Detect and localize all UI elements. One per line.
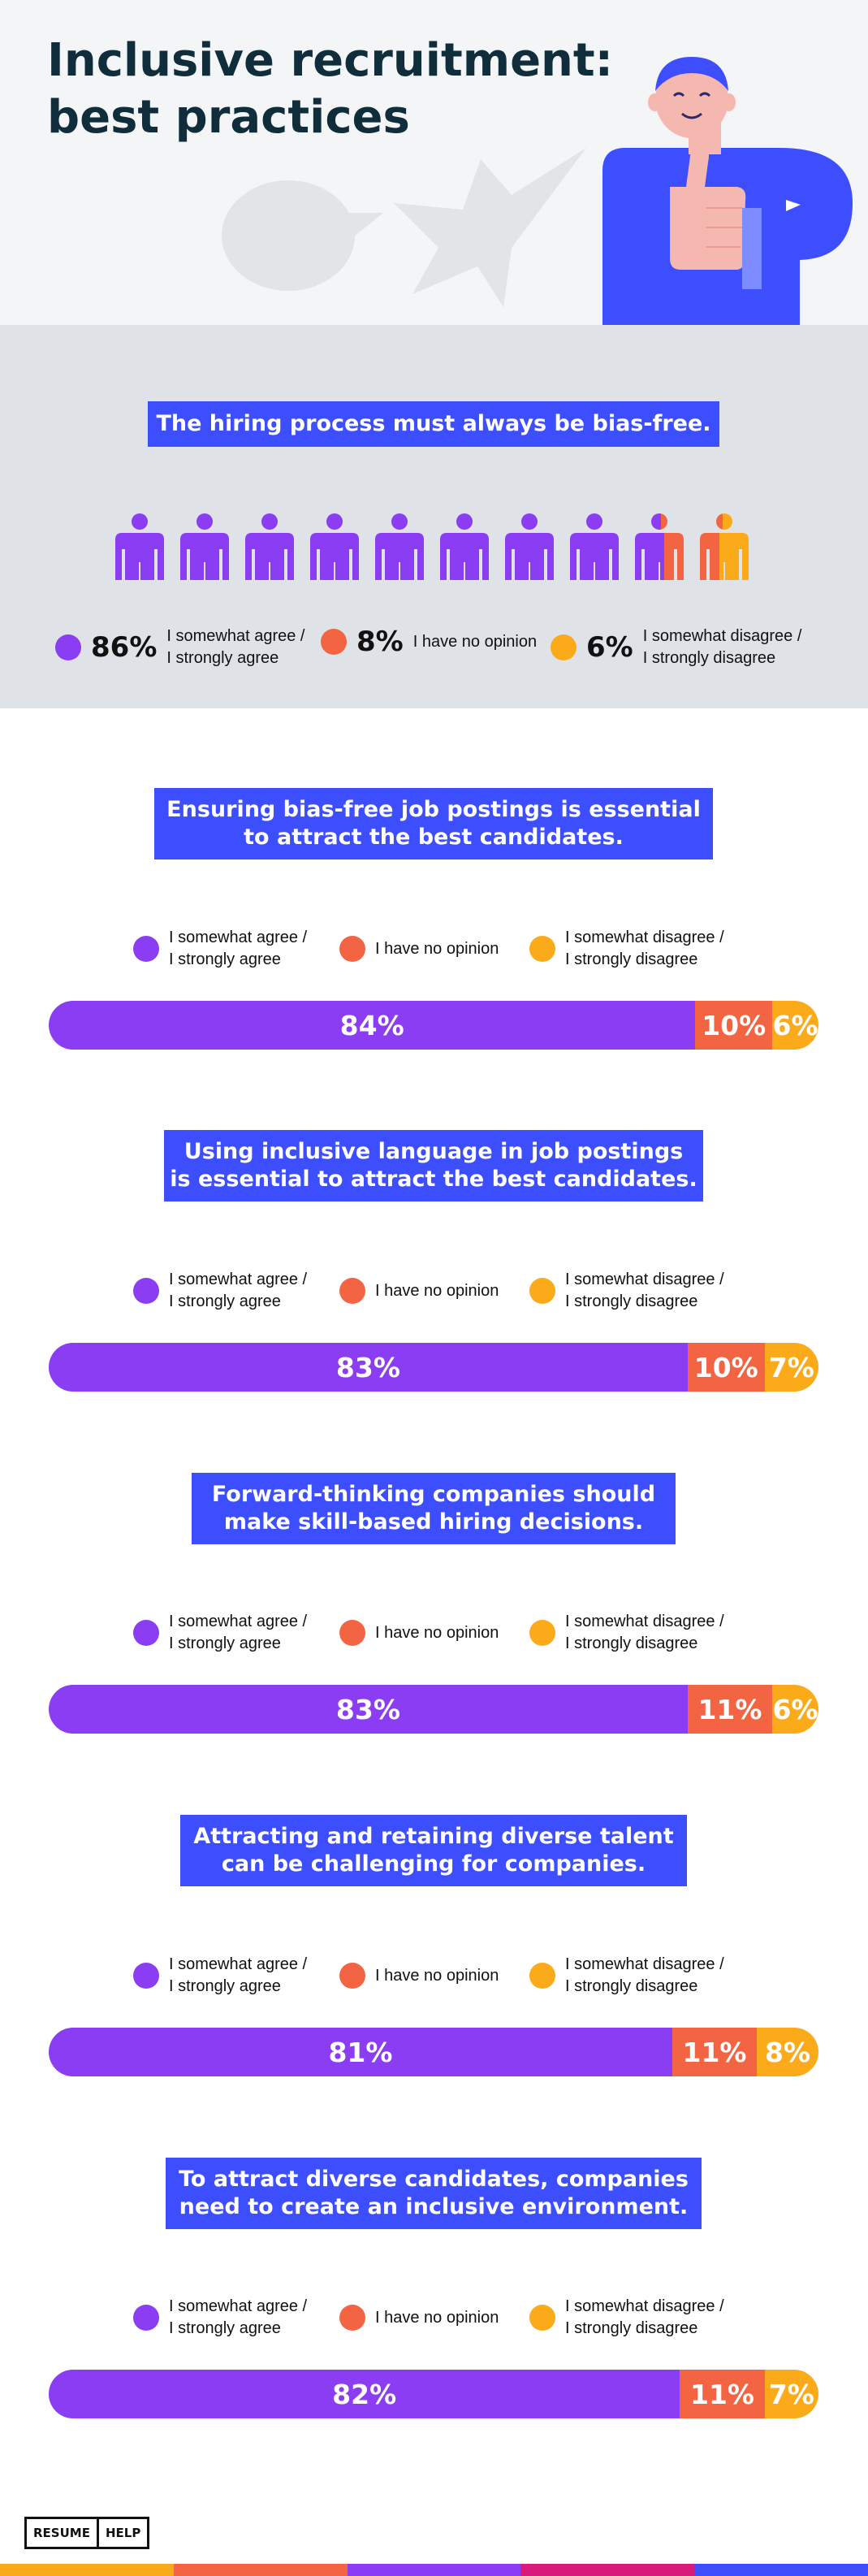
disagree-dot bbox=[529, 1278, 555, 1304]
agree-dot bbox=[133, 1963, 159, 1989]
stacked-bar-5: 82% 11% 7% bbox=[49, 2370, 818, 2418]
people-pictogram bbox=[115, 513, 749, 580]
stacked-bar-3: 83% 11% 6% bbox=[49, 1685, 818, 1734]
no-opinion-dot bbox=[321, 629, 347, 655]
stripe-segment bbox=[520, 2564, 695, 2576]
no-opinion-dot bbox=[339, 1963, 365, 1989]
agree-dot bbox=[55, 634, 81, 660]
person-icon bbox=[180, 513, 229, 580]
flag-marker bbox=[786, 200, 801, 211]
person-icon bbox=[440, 513, 489, 580]
legend: I somewhat agree / I strongly agree I hav… bbox=[133, 1266, 750, 1315]
agree-dot bbox=[133, 1620, 159, 1646]
person-icon bbox=[310, 513, 359, 580]
resume-help-logo[interactable]: RESUME HELP bbox=[24, 2517, 150, 2549]
legend: I somewhat agree / I strongly agree I hav… bbox=[133, 2293, 750, 2342]
no-opinion-dot bbox=[339, 2305, 365, 2331]
question-banner-4: Forward-thinking companies should make s… bbox=[192, 1473, 676, 1544]
sleeve-cuff bbox=[742, 208, 762, 289]
speech-bubble-tail bbox=[337, 213, 383, 244]
question-banner-1: The hiring process must always be bias-f… bbox=[148, 401, 719, 447]
stripe-segment bbox=[0, 2564, 174, 2576]
speech-bubble-shape bbox=[222, 180, 355, 291]
thumbs-up-person-illustration bbox=[602, 57, 853, 325]
agree-dot bbox=[133, 1278, 159, 1304]
person-icon bbox=[700, 513, 749, 580]
bar-segment-disagree: 6% bbox=[772, 1001, 818, 1050]
stat-disagree: 6% I somewhat disagree / I strongly disa… bbox=[551, 626, 801, 669]
question-banner-3: Using inclusive language in job postings… bbox=[164, 1130, 703, 1201]
bar-segment-no-opinion: 10% bbox=[695, 1001, 773, 1050]
disagree-dot bbox=[529, 1963, 555, 1989]
disagree-dot bbox=[551, 634, 577, 660]
header: Inclusive recruitment: best practices bbox=[0, 0, 868, 325]
stripe-segment bbox=[694, 2564, 868, 2576]
bar-segment-disagree: 7% bbox=[764, 2370, 818, 2418]
person-icon bbox=[570, 513, 619, 580]
person-ear-right bbox=[723, 93, 736, 111]
stacked-bar-1: 84% 10% 6% bbox=[49, 1001, 818, 1050]
logo-text-resume: RESUME bbox=[24, 2517, 99, 2549]
person-icon bbox=[245, 513, 294, 580]
person-icon bbox=[375, 513, 424, 580]
stripe-segment bbox=[173, 2564, 348, 2576]
bar-segment-no-opinion: 11% bbox=[672, 2028, 758, 2076]
agree-dot bbox=[133, 936, 159, 962]
person-eye-right bbox=[698, 92, 711, 97]
thumbs-up-hand bbox=[670, 144, 746, 270]
star-shape bbox=[394, 148, 586, 307]
bar-segment-no-opinion: 11% bbox=[680, 2370, 765, 2418]
legend: I somewhat agree / I strongly agree I hav… bbox=[133, 1951, 750, 2000]
question-banner-6: To attract diverse candidates, companies… bbox=[166, 2158, 702, 2229]
no-opinion-dot bbox=[339, 1620, 365, 1646]
bar-segment-agree: 83% bbox=[49, 1685, 688, 1734]
logo-text-help: HELP bbox=[98, 2517, 150, 2549]
no-opinion-dot bbox=[339, 1278, 365, 1304]
question-banner-5: Attracting and retaining diverse talent … bbox=[180, 1815, 687, 1886]
title-line-1: Inclusive recruitment: bbox=[47, 34, 614, 87]
person-icon bbox=[505, 513, 554, 580]
no-opinion-dot bbox=[339, 936, 365, 962]
person-head bbox=[655, 60, 728, 138]
bar-segment-no-opinion: 11% bbox=[687, 1685, 773, 1734]
disagree-dot bbox=[529, 2305, 555, 2331]
bar-segment-disagree: 7% bbox=[764, 1343, 818, 1392]
bar-segment-no-opinion: 10% bbox=[687, 1343, 765, 1392]
stripe-segment bbox=[347, 2564, 521, 2576]
person-smile bbox=[681, 112, 702, 119]
person-icon bbox=[635, 513, 684, 580]
person-icon bbox=[115, 513, 164, 580]
bar-segment-disagree: 8% bbox=[757, 2028, 818, 2076]
page-title: Inclusive recruitment: best practices bbox=[47, 32, 615, 146]
person-ear-left bbox=[648, 93, 661, 111]
stat-label: I somewhat agree / I strongly agree bbox=[166, 627, 305, 667]
bar-segment-agree: 82% bbox=[49, 2370, 680, 2418]
decorative-shapes bbox=[222, 148, 586, 307]
bar-segment-disagree: 6% bbox=[772, 1685, 818, 1734]
stacked-bar-4: 81% 11% 8% bbox=[49, 2028, 818, 2076]
stat-percent: 6% bbox=[586, 631, 633, 664]
legend: I somewhat agree / I strongly agree I hav… bbox=[133, 1608, 750, 1657]
person-hair bbox=[655, 57, 728, 91]
bar-segment-agree: 84% bbox=[49, 1001, 696, 1050]
stat-label: I somewhat disagree / I strongly disagre… bbox=[642, 627, 802, 667]
legend: I somewhat agree / I strongly agree I hav… bbox=[133, 924, 750, 973]
stacked-bar-2: 83% 10% 7% bbox=[49, 1343, 818, 1392]
question-banner-2: Ensuring bias-free job postings is essen… bbox=[154, 788, 713, 859]
title-line-2: best practices bbox=[47, 91, 410, 144]
stat-percent: 86% bbox=[91, 631, 158, 664]
footer-color-stripe bbox=[0, 2564, 868, 2576]
disagree-dot bbox=[529, 1620, 555, 1646]
stat-label: I have no opinion bbox=[412, 632, 538, 651]
disagree-dot bbox=[529, 936, 555, 962]
question-text: The hiring process must always be bias-f… bbox=[156, 411, 711, 436]
stat-agree: 86% I somewhat agree / I strongly agree bbox=[55, 626, 304, 669]
person-eye-left bbox=[672, 92, 685, 97]
bar-segment-agree: 81% bbox=[49, 2028, 672, 2076]
stat-percent: 8% bbox=[356, 626, 404, 658]
stat-no-opinion: 8% I have no opinion bbox=[321, 626, 537, 658]
bar-segment-agree: 83% bbox=[49, 1343, 688, 1392]
agree-dot bbox=[133, 2305, 159, 2331]
